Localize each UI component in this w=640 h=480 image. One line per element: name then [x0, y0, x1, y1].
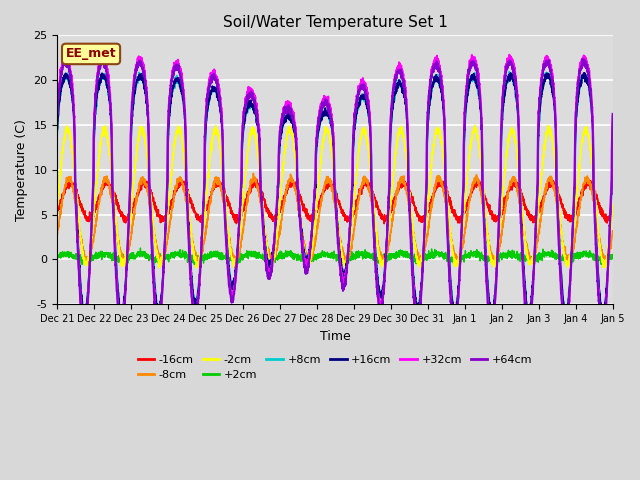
Title: Soil/Water Temperature Set 1: Soil/Water Temperature Set 1: [223, 15, 447, 30]
X-axis label: Time: Time: [320, 330, 351, 343]
Text: EE_met: EE_met: [66, 48, 116, 60]
Y-axis label: Temperature (C): Temperature (C): [15, 119, 28, 221]
Legend: -16cm, -8cm, -2cm, +2cm, +8cm, +16cm, +32cm, +64cm: -16cm, -8cm, -2cm, +2cm, +8cm, +16cm, +3…: [133, 350, 537, 385]
